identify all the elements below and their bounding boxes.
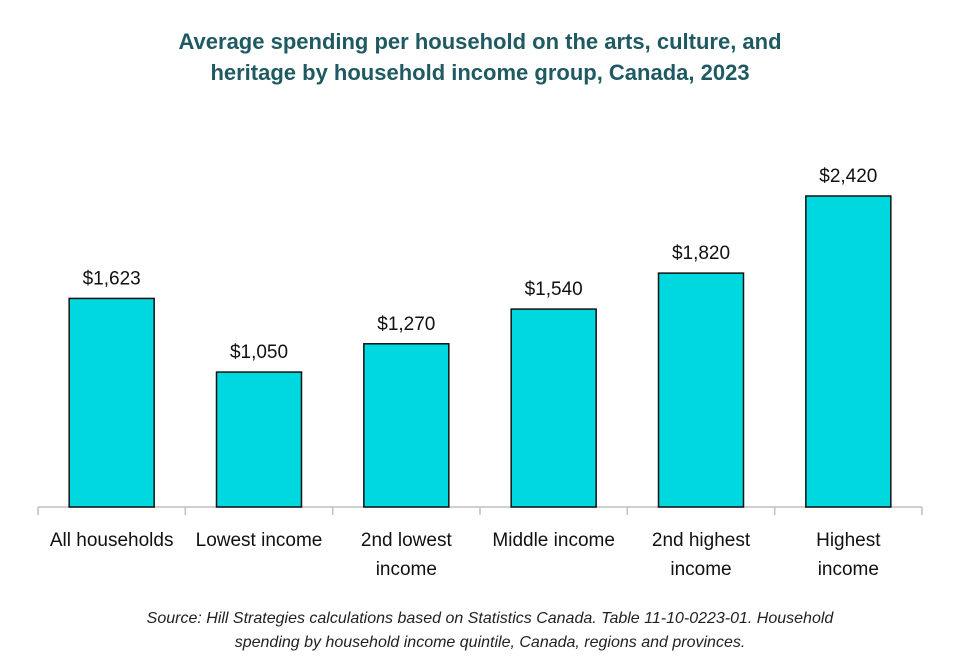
source-note-line-1: Source: Hill Strategies calculations bas… [146,610,834,627]
bar [805,195,892,508]
x-tick-label: 2nd highest [652,530,751,551]
x-tick-label: All households [50,530,174,551]
bar [510,308,597,508]
chart-title-line-1: Average spending per household on the ar… [178,29,782,54]
x-tick-label: 2nd lowest [361,530,453,551]
x-tick-label: Lowest income [196,530,323,551]
bar [363,343,450,508]
data-label: $1,623 [83,268,141,289]
data-label: $2,420 [819,166,877,187]
x-tick-label: Highest [816,530,881,551]
chart-title-line-2: heritage by household income group, Cana… [210,60,750,85]
x-tick-label: income [376,559,437,580]
data-label: $1,820 [672,243,730,264]
source-note: Source: Hill Strategies calculations bas… [60,607,920,655]
bar [657,272,745,508]
data-label: $1,270 [377,314,435,335]
data-label: $1,050 [230,342,288,363]
bar [215,371,303,508]
x-tick-label: income [818,559,879,580]
data-label: $1,540 [525,279,583,300]
x-tick-label: income [670,559,731,580]
source-note-line-2: spending by household income quintile, C… [234,634,746,651]
bar [68,297,155,508]
x-tick-label: Middle income [492,530,615,551]
chart-title: Average spending per household on the ar… [80,26,880,88]
